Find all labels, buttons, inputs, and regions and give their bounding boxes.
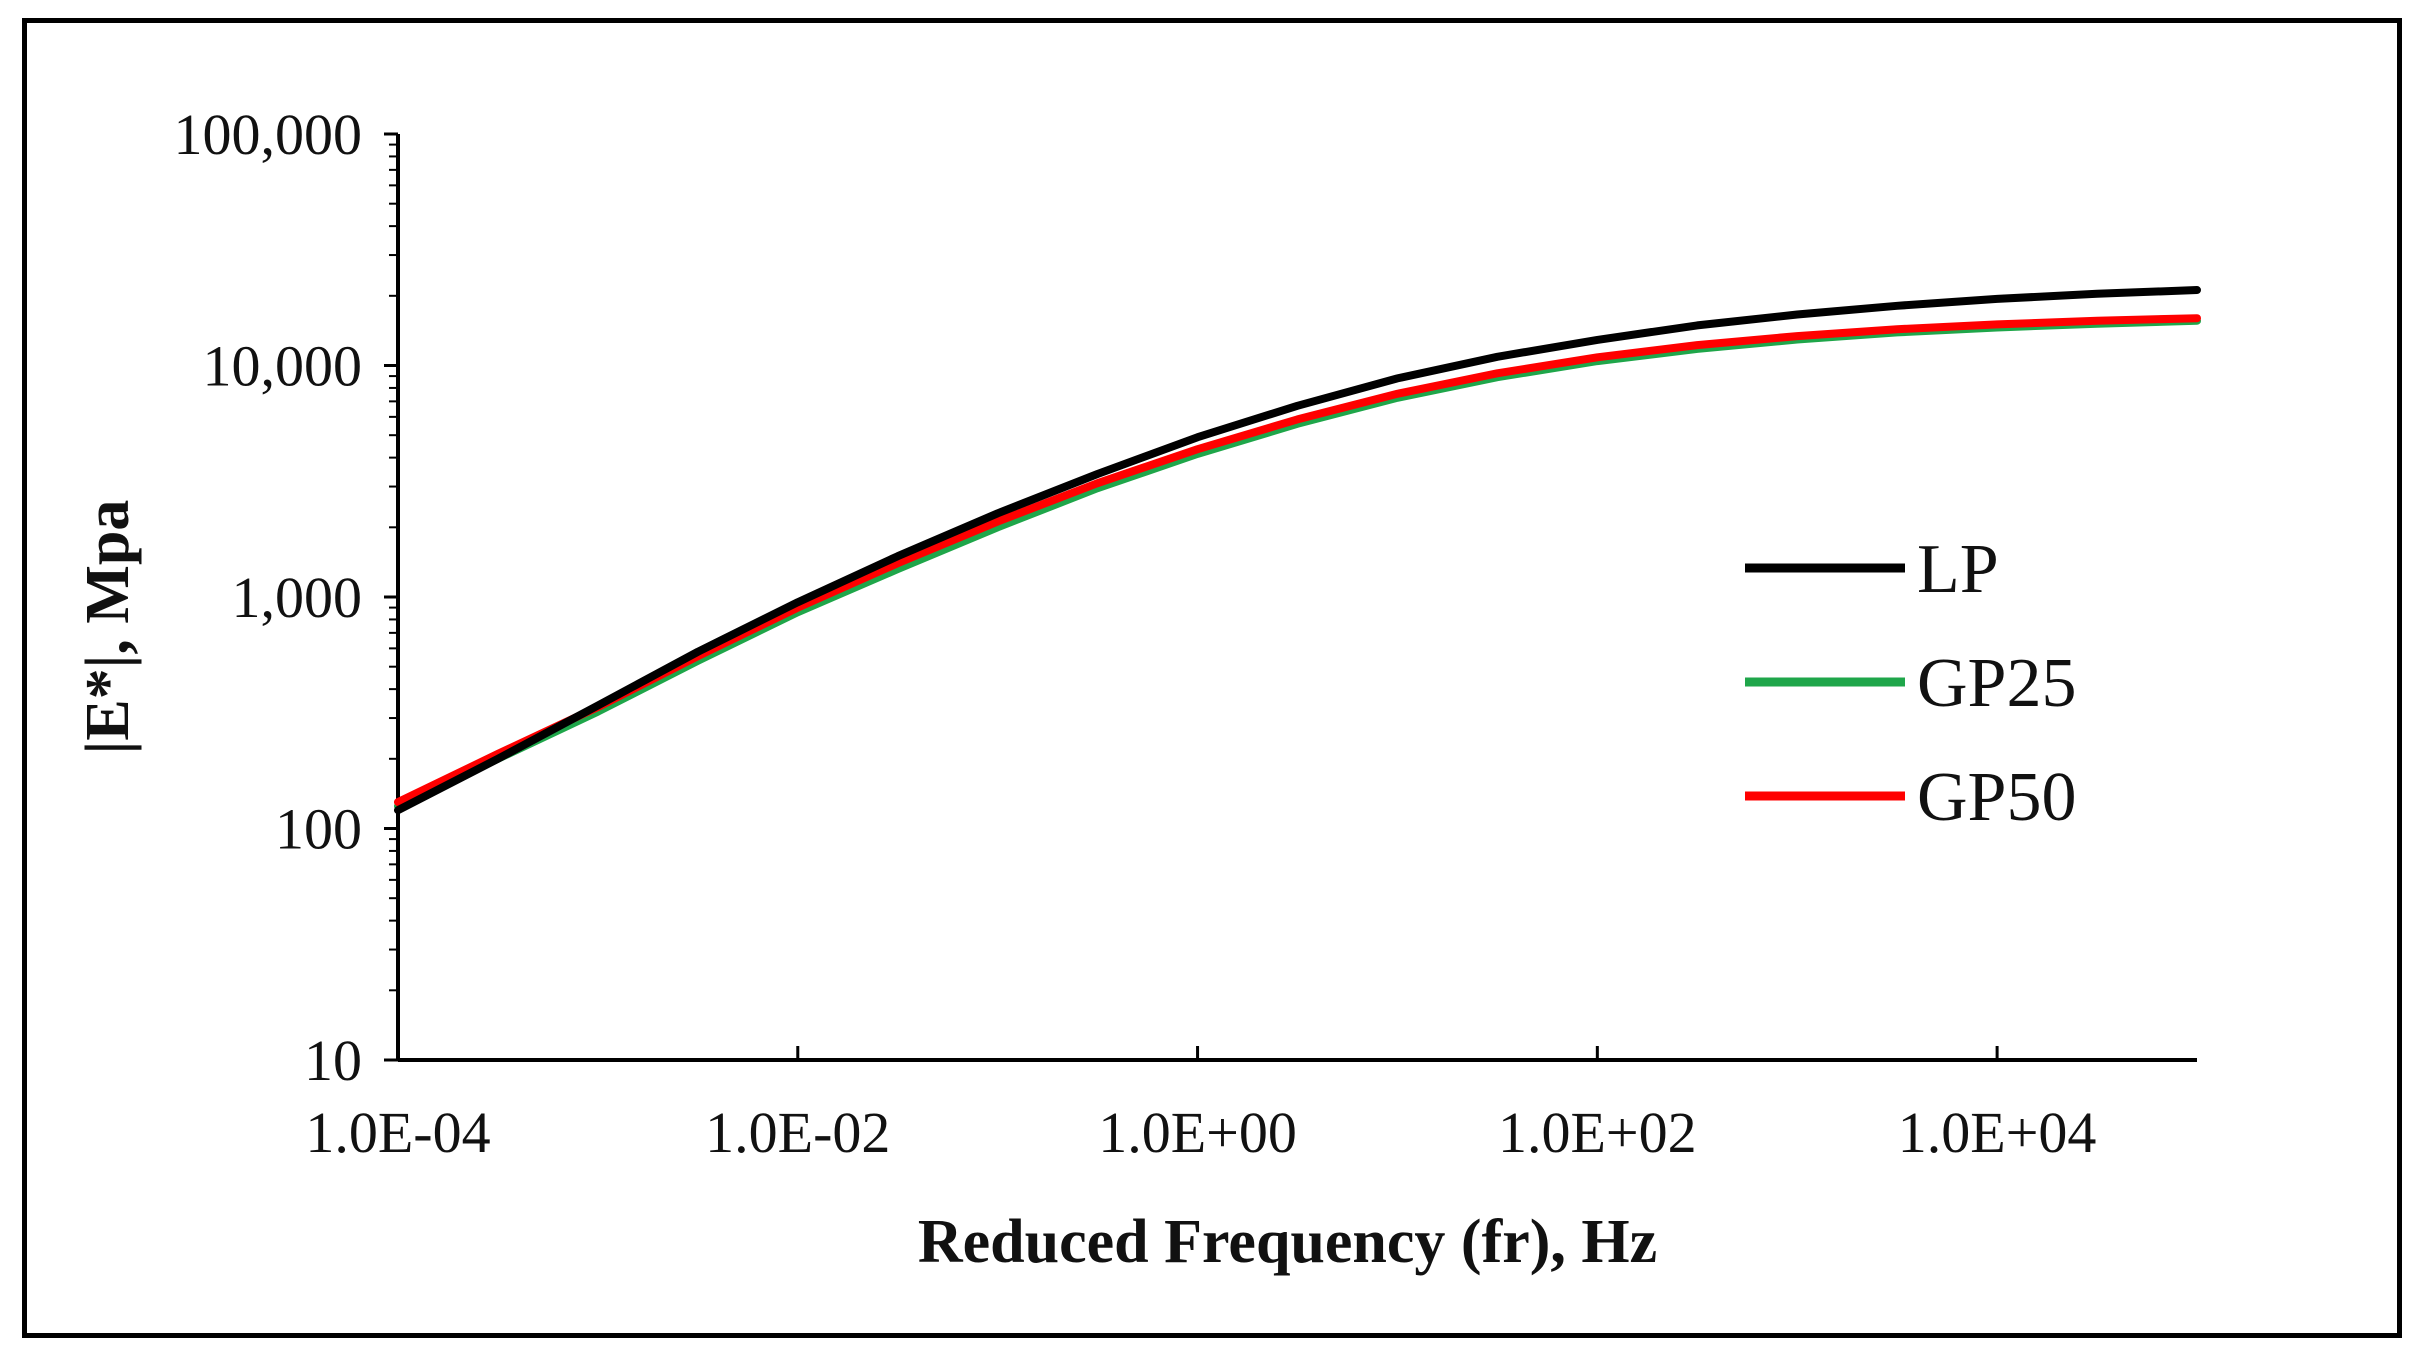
x-tick-label: 1.0E+02 — [1498, 1100, 1697, 1165]
legend-label-gp50: GP50 — [1917, 759, 2076, 836]
legend: LP GP25 GP50 — [1745, 531, 2076, 836]
x-tick-label: 1.0E+00 — [1098, 1100, 1297, 1165]
chart-frame — [22, 18, 2402, 1338]
y-tick-label: 10 — [304, 1028, 362, 1093]
y-tick-label: 1,000 — [232, 565, 363, 630]
x-tick-label: 1.0E-04 — [305, 1100, 490, 1165]
x-axis-title: Reduced Frequency (fr), Hz — [918, 1208, 1657, 1276]
y-tick-label: 100,000 — [174, 102, 363, 167]
legend-label-gp25: GP25 — [1917, 645, 2076, 722]
y-axis-ticks: 10 100 1,000 10,000 100,000 — [174, 102, 398, 1093]
y-tick-label: 10,000 — [203, 334, 363, 399]
x-tick-label: 1.0E+04 — [1898, 1100, 2097, 1165]
legend-label-lp: LP — [1917, 531, 1999, 608]
x-axis-ticks: 1.0E-04 1.0E-02 1.0E+00 1.0E+02 1.0E+04 — [305, 1046, 2096, 1165]
y-axis-title: |E*|, Mpa — [74, 500, 142, 755]
x-tick-label: 1.0E-02 — [705, 1100, 890, 1165]
series-lines — [394, 286, 2201, 815]
series-line-lp — [394, 286, 2201, 815]
y-tick-label: 100 — [275, 797, 362, 862]
